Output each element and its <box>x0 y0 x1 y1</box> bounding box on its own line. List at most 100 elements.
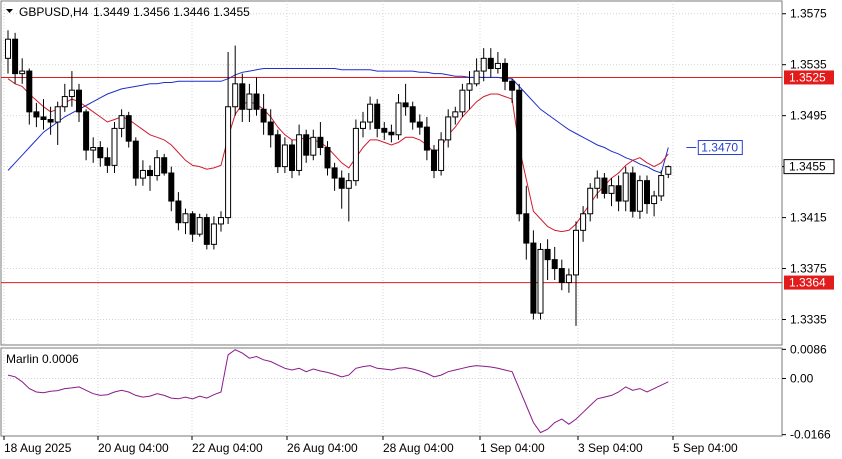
bear-candle-body <box>431 149 437 171</box>
level-price-tag-label: 1.3525 <box>789 70 826 84</box>
bull-candle-body <box>594 177 601 189</box>
bear-candle-body <box>317 136 324 149</box>
blue-line-price-tag-label: 1.3470 <box>701 141 738 155</box>
price-tick-label: 1.3415 <box>790 211 827 225</box>
bear-candle-body <box>551 259 558 270</box>
bear-candle-body <box>303 134 310 156</box>
bear-candle-body <box>416 121 423 128</box>
bull-candle-body <box>395 102 402 136</box>
bear-candle-body <box>381 127 388 133</box>
bear-candle-body <box>47 118 54 123</box>
current-price-tag-label: 1.3455 <box>789 160 826 174</box>
bull-candle-body <box>281 144 288 168</box>
bull-candle-body <box>352 127 359 182</box>
candles <box>5 30 672 326</box>
bull-candle-body <box>111 127 118 166</box>
bull-candle-body <box>61 96 68 108</box>
bull-candle-body <box>5 38 11 59</box>
bull-candle-body <box>658 175 665 197</box>
time-tick-label: 1 Sep 04:00 <box>480 441 545 455</box>
bull-candle-body <box>246 93 253 110</box>
indicator-tick-label: 0.00 <box>790 371 814 385</box>
bull-candle-body <box>452 111 459 118</box>
bear-candle-body <box>487 57 494 70</box>
bull-candle-body <box>360 121 366 129</box>
bear-candle-body <box>189 213 196 235</box>
bull-candle-body <box>19 70 26 75</box>
blue-line-price-tag <box>697 140 743 156</box>
bear-candle-body <box>324 147 331 169</box>
bear-candle-body <box>502 62 508 82</box>
bull-candle-body <box>118 115 125 129</box>
bull-candle-body <box>473 70 480 85</box>
indicator-label: Marlin 0.0006 <box>6 352 79 366</box>
bull-candle-body <box>210 223 217 245</box>
bear-candle-body <box>147 169 153 177</box>
bear-candle-body <box>558 268 565 284</box>
time-axis[interactable]: 18 Aug 2025 20 Aug 04:00 22 Aug 04:00 26 Au… <box>3 436 738 455</box>
indicator-tick-label: 0.0086 <box>790 342 827 356</box>
bull-candle-body <box>651 195 658 205</box>
bull-candle-body <box>573 229 579 276</box>
level-price-tag-label: 1.3364 <box>789 276 826 290</box>
bull-candle-body <box>196 217 203 235</box>
bear-candle-body <box>374 103 381 129</box>
bull-candle-body <box>445 116 452 141</box>
bear-candle-body <box>516 89 523 215</box>
bull-candle-body <box>232 83 239 108</box>
bull-candle-body <box>466 83 473 91</box>
bull-candle-body <box>90 147 97 151</box>
bear-candle-body <box>629 172 636 212</box>
current-price-tag <box>783 159 835 175</box>
bull-candle-body <box>296 134 303 171</box>
bull-candle-body <box>68 89 75 98</box>
blue-moving-average-line <box>7 68 669 174</box>
bull-candle-body <box>580 213 587 231</box>
bear-candle-body <box>260 108 267 123</box>
level-price-tag <box>784 70 834 85</box>
symbol-dropdown-icon[interactable] <box>6 9 13 13</box>
bear-candle-body <box>409 106 416 123</box>
bear-candle-body <box>40 116 47 120</box>
symbol-label: GBPUSD,H4 <box>19 5 89 19</box>
bear-candle-body <box>530 242 537 314</box>
bull-candle-body <box>225 106 232 219</box>
horizontal-levels <box>1 76 782 284</box>
bear-candle-body <box>402 102 409 108</box>
level-price-tag <box>784 275 834 290</box>
time-tick-label: 20 Aug 04:00 <box>98 441 169 455</box>
bull-candle-body <box>587 187 594 215</box>
red-moving-average-line <box>7 78 669 233</box>
bull-candle-body <box>154 157 161 177</box>
bear-candle-body <box>33 111 40 118</box>
moving-averages <box>7 68 669 233</box>
price-tick-label: 1.3575 <box>790 7 827 21</box>
indicator-axis: 0.0086 0.00 -0.0166 <box>782 342 831 442</box>
bear-candle-body <box>26 70 33 113</box>
marlin-line <box>7 349 669 434</box>
bear-candle-body <box>509 80 516 91</box>
bull-candle-body <box>459 89 466 113</box>
time-tick-label: 22 Aug 04:00 <box>192 441 263 455</box>
bear-candle-body <box>644 180 650 205</box>
bear-candle-body <box>253 93 260 110</box>
bear-candle-body <box>168 172 175 202</box>
bear-candle-body <box>523 213 530 244</box>
bear-candle-body <box>289 144 295 171</box>
main-plot-area[interactable] <box>0 0 783 346</box>
bull-candle-body <box>622 172 629 202</box>
price-axis[interactable]: 1.35751.35351.34951.34551.34151.33751.33… <box>782 7 827 327</box>
time-tick-label: 26 Aug 04:00 <box>287 441 358 455</box>
price-tick-label: 1.3375 <box>790 262 827 276</box>
bear-candle-body <box>83 111 90 151</box>
bull-candle-body <box>480 57 487 72</box>
bear-candle-body <box>331 167 338 179</box>
bear-candle-body <box>125 115 132 142</box>
bull-candle-body <box>665 166 672 175</box>
bear-candle-body <box>12 38 19 75</box>
indicator-plot-area[interactable] <box>0 347 783 437</box>
bull-candle-body <box>438 139 445 171</box>
bear-candle-body <box>175 200 182 224</box>
bear-candle-body <box>239 83 246 110</box>
